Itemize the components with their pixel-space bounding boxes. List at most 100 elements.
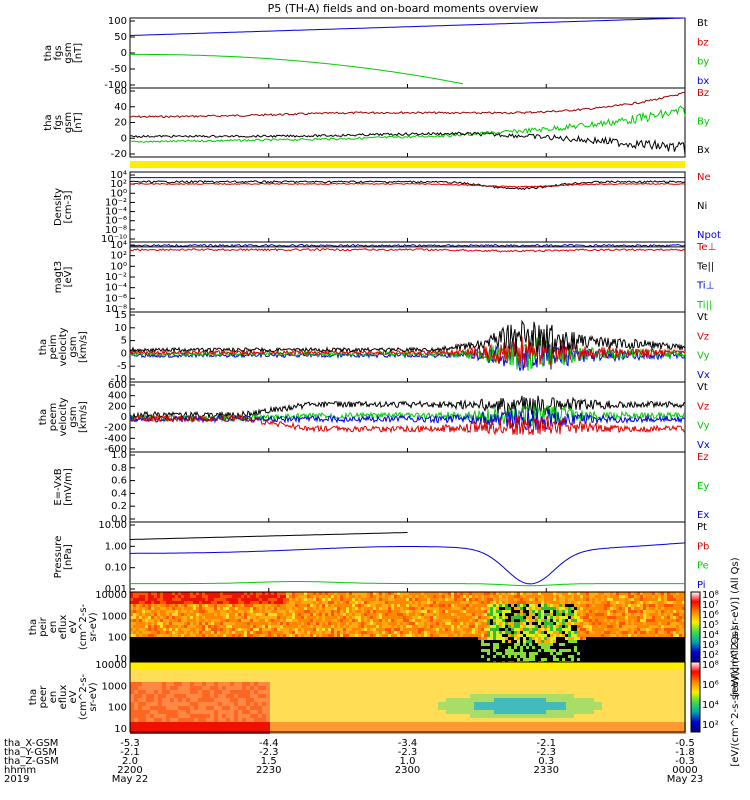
spectro-cell bbox=[634, 658, 637, 661]
spectro-cell bbox=[601, 607, 604, 610]
spectro-cell bbox=[256, 631, 259, 634]
spectro-cell bbox=[469, 649, 472, 652]
spectro-cell bbox=[316, 619, 319, 622]
spectro-cell bbox=[130, 722, 134, 726]
spectro-cell bbox=[373, 649, 376, 652]
spectro-cell bbox=[304, 619, 307, 622]
spectro-cell bbox=[385, 652, 388, 655]
y-tick-label: 100 bbox=[108, 703, 127, 714]
spectro-cell bbox=[529, 646, 532, 649]
spectro-cell bbox=[649, 631, 652, 634]
spectro-cell bbox=[427, 616, 430, 619]
spectro-cell bbox=[589, 610, 592, 613]
spectro-cell bbox=[373, 622, 376, 625]
spectro-cell bbox=[640, 610, 643, 613]
spectro-cell bbox=[172, 610, 175, 613]
spectro-cell bbox=[295, 592, 298, 595]
spectro-cell bbox=[142, 643, 145, 646]
spectro-cell bbox=[502, 601, 505, 604]
spectro-cell bbox=[310, 637, 313, 640]
spectro-cell bbox=[157, 631, 160, 634]
spectro-cell bbox=[307, 598, 310, 601]
spectro-cell bbox=[355, 619, 358, 622]
spectro-cell bbox=[134, 682, 138, 686]
spectro-cell bbox=[186, 674, 190, 678]
spectro-cell bbox=[190, 702, 194, 706]
spectro-cell bbox=[289, 619, 292, 622]
spectro-cell bbox=[637, 640, 640, 643]
spectro-cell bbox=[607, 646, 610, 649]
spectro-cell bbox=[397, 619, 400, 622]
spectro-cell bbox=[469, 610, 472, 613]
spectro-cell bbox=[604, 652, 607, 655]
spectro-cell bbox=[199, 601, 202, 604]
spectro-cell bbox=[358, 613, 361, 616]
spectro-cell bbox=[670, 649, 673, 652]
spectro-cell bbox=[499, 619, 502, 622]
spectro-cell bbox=[196, 598, 199, 601]
spectro-cell bbox=[583, 637, 586, 640]
spectro-cell bbox=[433, 601, 436, 604]
spectro-cell bbox=[643, 595, 646, 598]
spectro-cell bbox=[568, 637, 571, 640]
spectro-cell bbox=[649, 658, 652, 661]
spectro-cell bbox=[517, 613, 520, 616]
spectro-cell bbox=[469, 622, 472, 625]
spectro-cell bbox=[325, 619, 328, 622]
spectro-cell bbox=[298, 598, 301, 601]
spectro-cell bbox=[190, 670, 194, 674]
spectro-cell bbox=[340, 595, 343, 598]
spectro-cell bbox=[496, 637, 499, 640]
spectro-cell bbox=[466, 610, 469, 613]
spectro-cell bbox=[580, 595, 583, 598]
spectro-cell bbox=[505, 613, 508, 616]
spectro-cell bbox=[151, 658, 154, 661]
spectro-cell bbox=[670, 613, 673, 616]
spectro-cell bbox=[229, 643, 232, 646]
spectro-cell bbox=[151, 619, 154, 622]
spectro-cell bbox=[499, 640, 502, 643]
spectro-cell bbox=[346, 640, 349, 643]
spectro-cell bbox=[661, 598, 664, 601]
spectro-cell bbox=[613, 607, 616, 610]
spectro-cell bbox=[343, 622, 346, 625]
spectro-cell bbox=[649, 598, 652, 601]
spectro-cell bbox=[643, 637, 646, 640]
spectro-cell bbox=[259, 613, 262, 616]
spectro-cell bbox=[162, 706, 166, 710]
spectro-cell bbox=[556, 652, 559, 655]
spectro-cell bbox=[538, 601, 541, 604]
spectro-cell bbox=[174, 694, 178, 698]
spectro-cell bbox=[439, 655, 442, 658]
spectro-cell bbox=[166, 686, 170, 690]
spectro-cell bbox=[271, 631, 274, 634]
spectro-cell bbox=[550, 613, 553, 616]
spectro-cell bbox=[199, 607, 202, 610]
spectro-cell bbox=[178, 601, 181, 604]
spectro-cell bbox=[310, 649, 313, 652]
spectro-cell bbox=[484, 637, 487, 640]
spectro-cell bbox=[310, 598, 313, 601]
spectro-cell bbox=[253, 619, 256, 622]
spectro-cell bbox=[526, 631, 529, 634]
spectro-cell bbox=[130, 706, 134, 710]
spectro-cell bbox=[162, 686, 166, 690]
spectro-cell bbox=[142, 726, 146, 730]
spectro-cell bbox=[148, 619, 151, 622]
spectro-cell bbox=[337, 646, 340, 649]
spectro-cell bbox=[640, 637, 643, 640]
spectro-cell bbox=[646, 613, 649, 616]
spectro-cell bbox=[565, 616, 568, 619]
spectro-cell bbox=[436, 637, 439, 640]
spectro-cell bbox=[151, 652, 154, 655]
spectro-cell bbox=[205, 652, 208, 655]
spectro-cell bbox=[460, 628, 463, 631]
spectro-cell bbox=[394, 610, 397, 613]
spectro-cell bbox=[199, 637, 202, 640]
spectro-cell bbox=[196, 640, 199, 643]
spectro-cell bbox=[162, 694, 166, 698]
spectro-cell bbox=[397, 601, 400, 604]
spectro-cell bbox=[250, 652, 253, 655]
spectro-cell bbox=[145, 613, 148, 616]
spectro-cell bbox=[568, 640, 571, 643]
